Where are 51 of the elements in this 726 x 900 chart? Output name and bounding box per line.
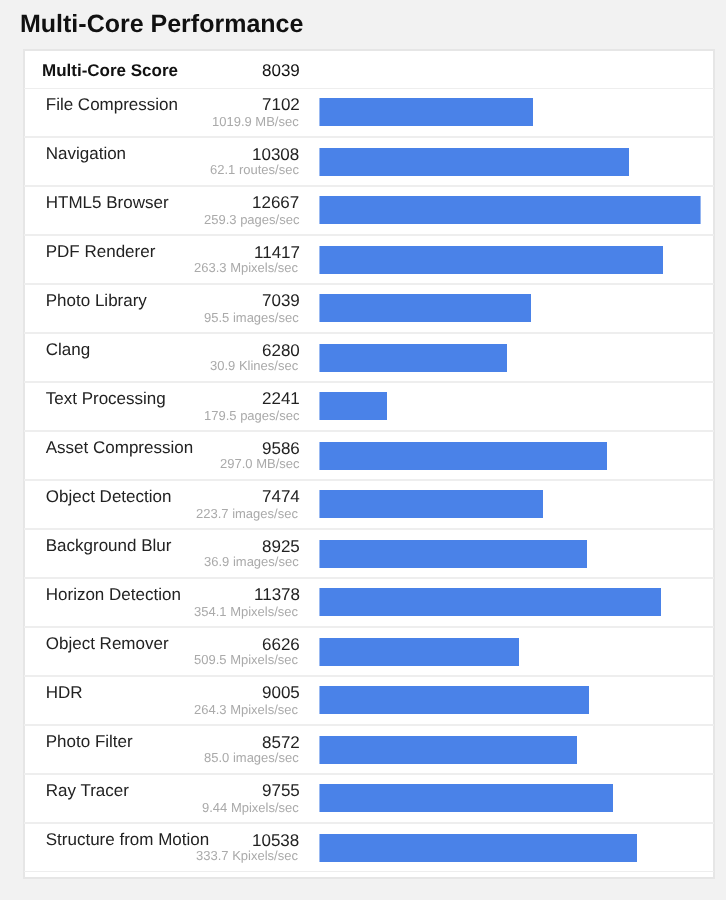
y-tick-label: Background Blur xyxy=(45,535,172,556)
data-label: 8572 xyxy=(262,732,301,752)
y-tick-label: Asset Compression xyxy=(45,437,194,458)
chart-title: Multi-Core Performance xyxy=(20,10,304,38)
data-label: 10308 xyxy=(252,144,300,164)
y-tick-label: File Compression xyxy=(45,94,179,115)
bar xyxy=(319,392,388,420)
bar xyxy=(319,490,544,518)
data-label: 9005 xyxy=(262,682,301,702)
data-label: 8925 xyxy=(262,536,301,556)
data-label: 9755 xyxy=(262,780,301,800)
y-tick-label: Photo Filter xyxy=(45,731,134,752)
bar xyxy=(319,442,608,470)
data-label: 12667 xyxy=(252,192,300,212)
data-label: 11378 xyxy=(254,584,301,604)
y-tick-label: Ray Tracer xyxy=(45,780,130,801)
bar xyxy=(319,638,520,666)
bar xyxy=(319,294,532,322)
data-label: 6280 xyxy=(262,340,301,360)
data-label: 7102 xyxy=(262,94,301,114)
y-tick-label: Object Detection xyxy=(45,486,172,507)
y-tick-label: HTML5 Browser xyxy=(45,192,169,213)
bar xyxy=(319,588,662,616)
y-tick-label: Structure from Motion xyxy=(45,829,210,850)
data-label: 7474 xyxy=(262,486,301,506)
y-tick-label: Horizon Detection xyxy=(45,584,182,605)
data-label: 11417 xyxy=(254,242,301,262)
bar xyxy=(319,148,630,176)
bar xyxy=(319,784,614,812)
bar xyxy=(319,686,590,714)
data-label: 2241 xyxy=(262,388,301,408)
y-tick-label: Text Processing xyxy=(45,388,167,409)
bar xyxy=(319,246,664,274)
bar xyxy=(319,196,701,224)
bar xyxy=(319,540,588,568)
bar xyxy=(319,834,638,862)
y-tick-label: Clang xyxy=(45,339,91,360)
bar xyxy=(319,98,534,126)
text: 8039 xyxy=(262,60,301,80)
y-tick-label: PDF Renderer xyxy=(45,241,156,262)
text: Multi-Core Score xyxy=(42,60,179,80)
data-label: 6626 xyxy=(262,634,301,654)
y-tick-label: Navigation xyxy=(45,143,127,164)
data-label: 10538 xyxy=(252,830,300,850)
y-tick-label: Photo Library xyxy=(45,290,149,311)
data-label: 9586 xyxy=(262,438,301,458)
y-tick-label: Object Remover xyxy=(45,633,169,654)
y-tick-label: HDR xyxy=(45,682,83,703)
data-label: 7039 xyxy=(262,290,301,310)
bar xyxy=(319,736,578,764)
bar xyxy=(319,344,508,372)
